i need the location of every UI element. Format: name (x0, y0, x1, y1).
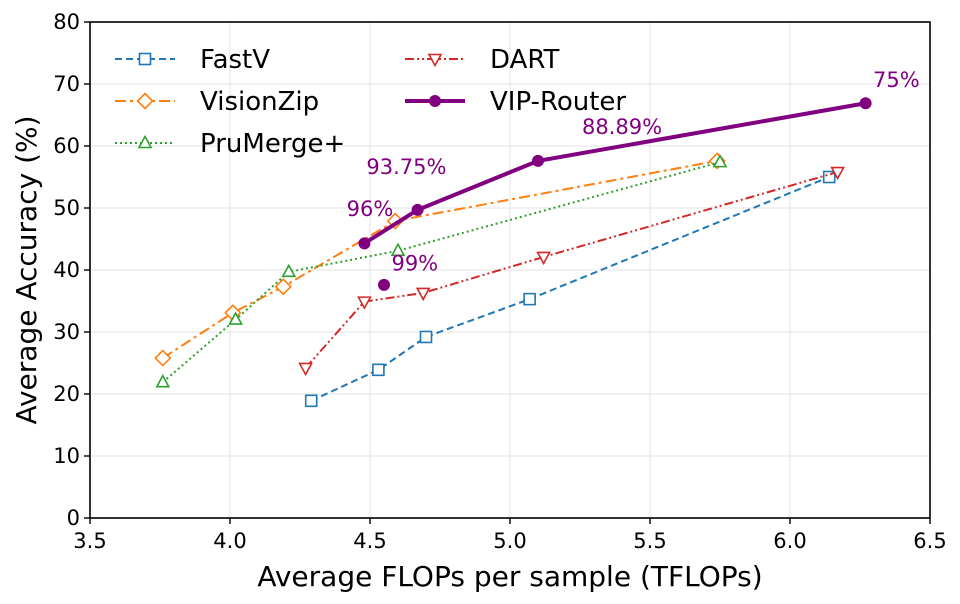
data-point (822, 170, 836, 184)
data-point (859, 97, 872, 110)
data-point (536, 251, 551, 266)
x-tick-label: 4.5 (353, 529, 386, 553)
data-point (532, 154, 544, 167)
annotation-layer: 75% 88.89% 93.75% 96% 99% (347, 68, 920, 276)
data-point (415, 287, 431, 302)
y-axis-title: Average Accuracy (%) (10, 115, 43, 424)
data-point (155, 374, 171, 388)
grid-lines (89, 21, 931, 519)
data-point (372, 363, 385, 377)
data-point (304, 394, 318, 408)
y-tick-label: 30 (53, 320, 80, 344)
legend-item-fastv: FastV (115, 45, 270, 75)
data-point (357, 296, 372, 310)
data-point (830, 166, 845, 181)
y-tick-label: 80 (53, 10, 80, 34)
x-tick-label: 6.5 (913, 529, 946, 553)
x-tick-label: 4.0 (213, 529, 246, 553)
y-tick-label: 60 (53, 134, 80, 158)
legend: FastV VisionZip PruMerge+ DART VIP-Router (115, 45, 626, 159)
series-line (310, 176, 830, 402)
series-line (162, 159, 718, 359)
legend-item-prumerge-: PruMerge+ (115, 129, 345, 159)
point-annotation: 96% (347, 197, 394, 221)
data-point (712, 153, 728, 168)
data-point (228, 311, 243, 325)
data-point (411, 203, 424, 216)
legend-item-dart: DART (405, 45, 560, 75)
series-line (162, 161, 721, 383)
y-tick-label: 0 (67, 506, 80, 530)
data-point (358, 237, 371, 250)
series-line (363, 101, 866, 246)
legend-swatch-marker (427, 53, 443, 68)
legend-label: DART (490, 45, 560, 75)
legend-label: VisionZip (200, 87, 319, 117)
series-layer (154, 97, 872, 408)
point-annotation: 75% (873, 68, 920, 92)
x-tick-label: 5.0 (493, 529, 526, 553)
legend-swatch-marker (136, 92, 154, 110)
y-tick-label: 40 (53, 258, 80, 282)
y-tick-label: 50 (53, 196, 80, 220)
data-point (298, 362, 313, 377)
data-point (274, 278, 292, 296)
axis-layer: 3.5 4.0 4.5 5.0 5.5 6.0 6.5 0 10 20 30 40 50 60 70 80 (53, 10, 946, 553)
y-tick-label: 70 (53, 72, 80, 96)
data-point (390, 242, 406, 257)
legend-item-visionzip: VisionZip (115, 87, 319, 117)
series-vip-router (358, 97, 872, 250)
y-tick-label: 20 (53, 382, 80, 406)
series-prumerge- (155, 153, 728, 388)
series-fastv (304, 170, 836, 408)
legend-swatch-marker (138, 52, 152, 66)
legend-label: VIP-Router (490, 87, 626, 117)
data-point (419, 330, 433, 344)
data-point (378, 278, 390, 291)
x-axis-title: Average FLOPs per sample (TFLOPs) (257, 560, 762, 593)
data-point (523, 292, 536, 306)
x-tick-label: 5.5 (633, 529, 666, 553)
point-annotation: 93.75% (366, 155, 446, 179)
series-visionzip (154, 152, 726, 367)
data-point (154, 349, 172, 367)
legend-swatch-marker (429, 95, 441, 107)
legend-label: FastV (200, 45, 270, 75)
data-point (281, 263, 297, 278)
y-tick-label: 10 (53, 444, 80, 468)
legend-item-vip-router: VIP-Router (405, 87, 626, 117)
x-tick-label: 6.0 (773, 529, 806, 553)
legend-label: PruMerge+ (200, 129, 345, 159)
series-dart (298, 166, 845, 377)
series-point-5 (378, 278, 390, 291)
point-annotation: 99% (391, 252, 438, 276)
point-annotation: 88.89% (582, 115, 662, 139)
x-tick-label: 3.5 (73, 529, 106, 553)
legend-swatch-marker (137, 134, 153, 149)
series-line (304, 171, 838, 369)
